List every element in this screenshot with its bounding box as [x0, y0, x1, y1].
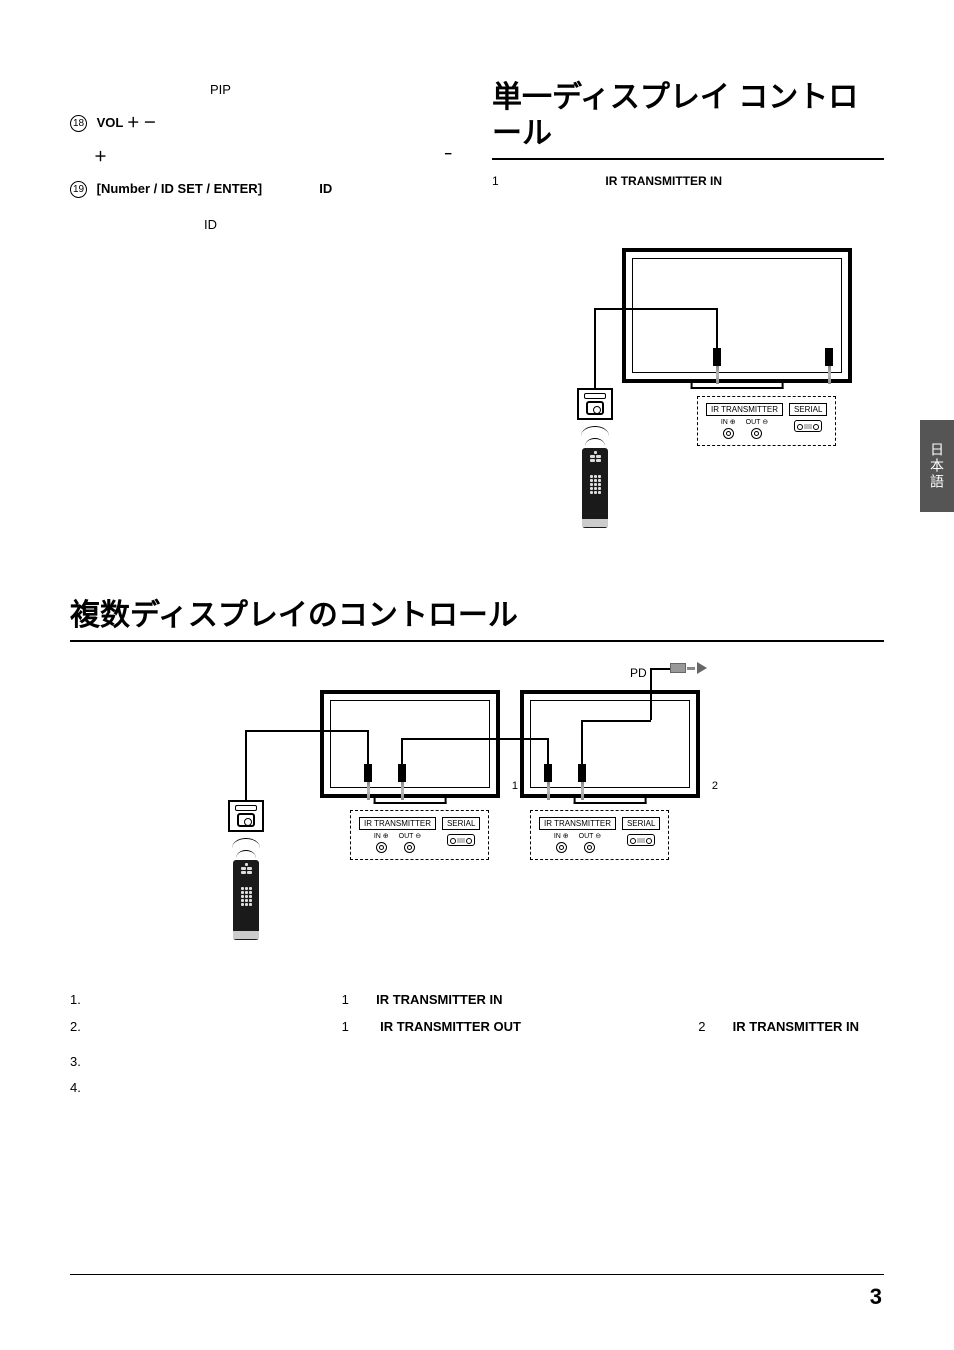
jack-out-icon-2: [584, 842, 595, 853]
cable-m-h4: [650, 668, 670, 670]
step1-num: 1.: [70, 990, 92, 1011]
plug-port-single: [713, 348, 721, 388]
serial-port-icon-2: [627, 834, 655, 846]
step1-n1: 1: [342, 992, 349, 1007]
single-desc: 1 IR TRANSMITTER IN: [492, 174, 884, 188]
cable-h-left: [594, 308, 717, 310]
port-ir-label-1: IR TRANSMITTER: [359, 817, 436, 830]
port-serial-label: SERIAL: [789, 403, 827, 416]
multi-diagram: PD 1 2 IR TRANSMITTER: [70, 660, 884, 950]
step-4: 4.: [70, 1078, 884, 1099]
step2-n1: 1: [342, 1019, 349, 1034]
multi-display-title: 複数ディスプレイのコントロール: [70, 598, 884, 642]
item-19: 19 [Number / ID SET / ENTER] ID: [70, 179, 462, 200]
port-serial-label-1: SERIAL: [442, 817, 480, 830]
page-number: 3: [870, 1284, 882, 1310]
plug-m2a: [544, 764, 552, 804]
step4-num: 4.: [70, 1078, 92, 1099]
jack-in-icon: [723, 428, 734, 439]
cable-m-v5: [581, 720, 583, 764]
remote-single: [582, 448, 608, 528]
tv-single: [622, 248, 852, 383]
serial-port-icon-1: [447, 834, 475, 846]
steps-list: 1. 1 IR TRANSMITTER IN 2. 1 IR TRANSMITT…: [70, 990, 884, 1099]
pd-label: PD: [630, 666, 647, 680]
single-desc-num: 1: [492, 174, 499, 188]
item19-id: ID: [319, 181, 332, 196]
port-box-multi-2: IR TRANSMITTER IN ⊕ OUT ⊖ SERIAL: [530, 810, 669, 860]
item19-id2-line: ID: [94, 217, 462, 232]
language-tab: 日本語: [920, 420, 954, 512]
item18-dash: −: [444, 146, 452, 165]
port-ir-label: IR TRANSMITTER: [706, 403, 783, 416]
item19-id2: ID: [204, 217, 217, 232]
port-in-label-2: IN ⊕: [554, 832, 569, 840]
port-in-label: IN ⊕: [721, 418, 736, 426]
step3-num: 3.: [70, 1052, 92, 1073]
port-box-multi-1: IR TRANSMITTER IN ⊕ OUT ⊖ SERIAL: [350, 810, 489, 860]
jack-in-icon-2: [556, 842, 567, 853]
plug-m1b: [398, 764, 406, 804]
port-box-single: IR TRANSMITTER IN ⊕ OUT ⊖: [697, 396, 836, 446]
single-display-title: 単一ディスプレイ コントロール: [492, 80, 884, 160]
serial-port-icon: [794, 420, 822, 432]
item18-plus-line: ＋ −: [94, 146, 462, 165]
step-1: 1. 1 IR TRANSMITTER IN: [70, 990, 884, 1011]
plug-m2b: [578, 764, 586, 804]
ir-sensor-multi: [228, 800, 264, 832]
pip-text: PIP: [210, 82, 231, 97]
jack-in-icon-1: [376, 842, 387, 853]
jack-out-icon: [751, 428, 762, 439]
tv2-number: 2: [712, 780, 718, 792]
signal-arcs-multi: [231, 838, 261, 860]
single-desc-bold: IR TRANSMITTER IN: [605, 174, 722, 188]
step2-bold1: IR TRANSMITTER OUT: [380, 1019, 521, 1034]
port-ir-label-2: IR TRANSMITTER: [539, 817, 616, 830]
single-diagram: IR TRANSMITTER IN ⊕ OUT ⊖: [492, 248, 884, 538]
circled-19: 19: [70, 181, 87, 198]
port-out-label: OUT ⊖: [746, 418, 768, 426]
page-root: PIP 18 VOL ＋ － ＋ − 19 [Number / ID SET /…: [0, 0, 954, 1350]
right-column: 単一ディスプレイ コントロール 1 IR TRANSMITTER IN: [492, 80, 884, 578]
footer-rule: [70, 1274, 884, 1275]
plug-m1a: [364, 764, 372, 804]
tv-multi-1: 1: [320, 690, 500, 798]
tv1-number: 1: [512, 780, 518, 792]
circled-18: 18: [70, 115, 87, 132]
step1-bold: IR TRANSMITTER IN: [376, 992, 502, 1007]
port-in-label-1: IN ⊕: [374, 832, 389, 840]
item18-plus: ＋: [94, 146, 107, 165]
remote-multi: [233, 860, 259, 940]
ir-sensor-single: [577, 388, 613, 420]
step-2: 2. 1 IR TRANSMITTER OUT 2 IR TRANSMITTER…: [70, 1017, 884, 1038]
step2-bold2: IR TRANSMITTER IN: [733, 1019, 859, 1034]
item-18: 18 VOL ＋ －: [70, 113, 462, 134]
port-out-label-2: OUT ⊖: [579, 832, 601, 840]
step2-num: 2.: [70, 1017, 92, 1038]
port-serial-label-2: SERIAL: [622, 817, 660, 830]
cable-m-h1: [245, 730, 368, 732]
port-out-label-1: OUT ⊖: [399, 832, 421, 840]
cable-m-v3: [401, 738, 403, 764]
cable-m-h2: [401, 738, 547, 740]
jack-out-icon-1: [404, 842, 415, 853]
step-3: 3.: [70, 1052, 884, 1073]
upper-columns: PIP 18 VOL ＋ － ＋ − 19 [Number / ID SET /…: [70, 80, 884, 578]
cable-v-left: [716, 308, 718, 348]
step2-n2: 2: [698, 1019, 705, 1034]
plug-port-single2: [825, 348, 833, 388]
cable-m-h3: [581, 720, 651, 722]
cable-v-sensor: [594, 308, 596, 388]
left-column: PIP 18 VOL ＋ － ＋ − 19 [Number / ID SET /…: [70, 80, 462, 578]
cable-m-v4: [547, 738, 549, 764]
cable-m-v6: [650, 668, 652, 720]
item18-label: VOL ＋ －: [97, 115, 157, 130]
pd-plug-icon: [670, 662, 710, 674]
cable-m-v2: [245, 730, 247, 800]
signal-arcs-single: [580, 426, 610, 448]
item19-label: [Number / ID SET / ENTER]: [97, 181, 262, 196]
pip-line: PIP: [70, 80, 462, 101]
cable-m-v1: [367, 730, 369, 764]
